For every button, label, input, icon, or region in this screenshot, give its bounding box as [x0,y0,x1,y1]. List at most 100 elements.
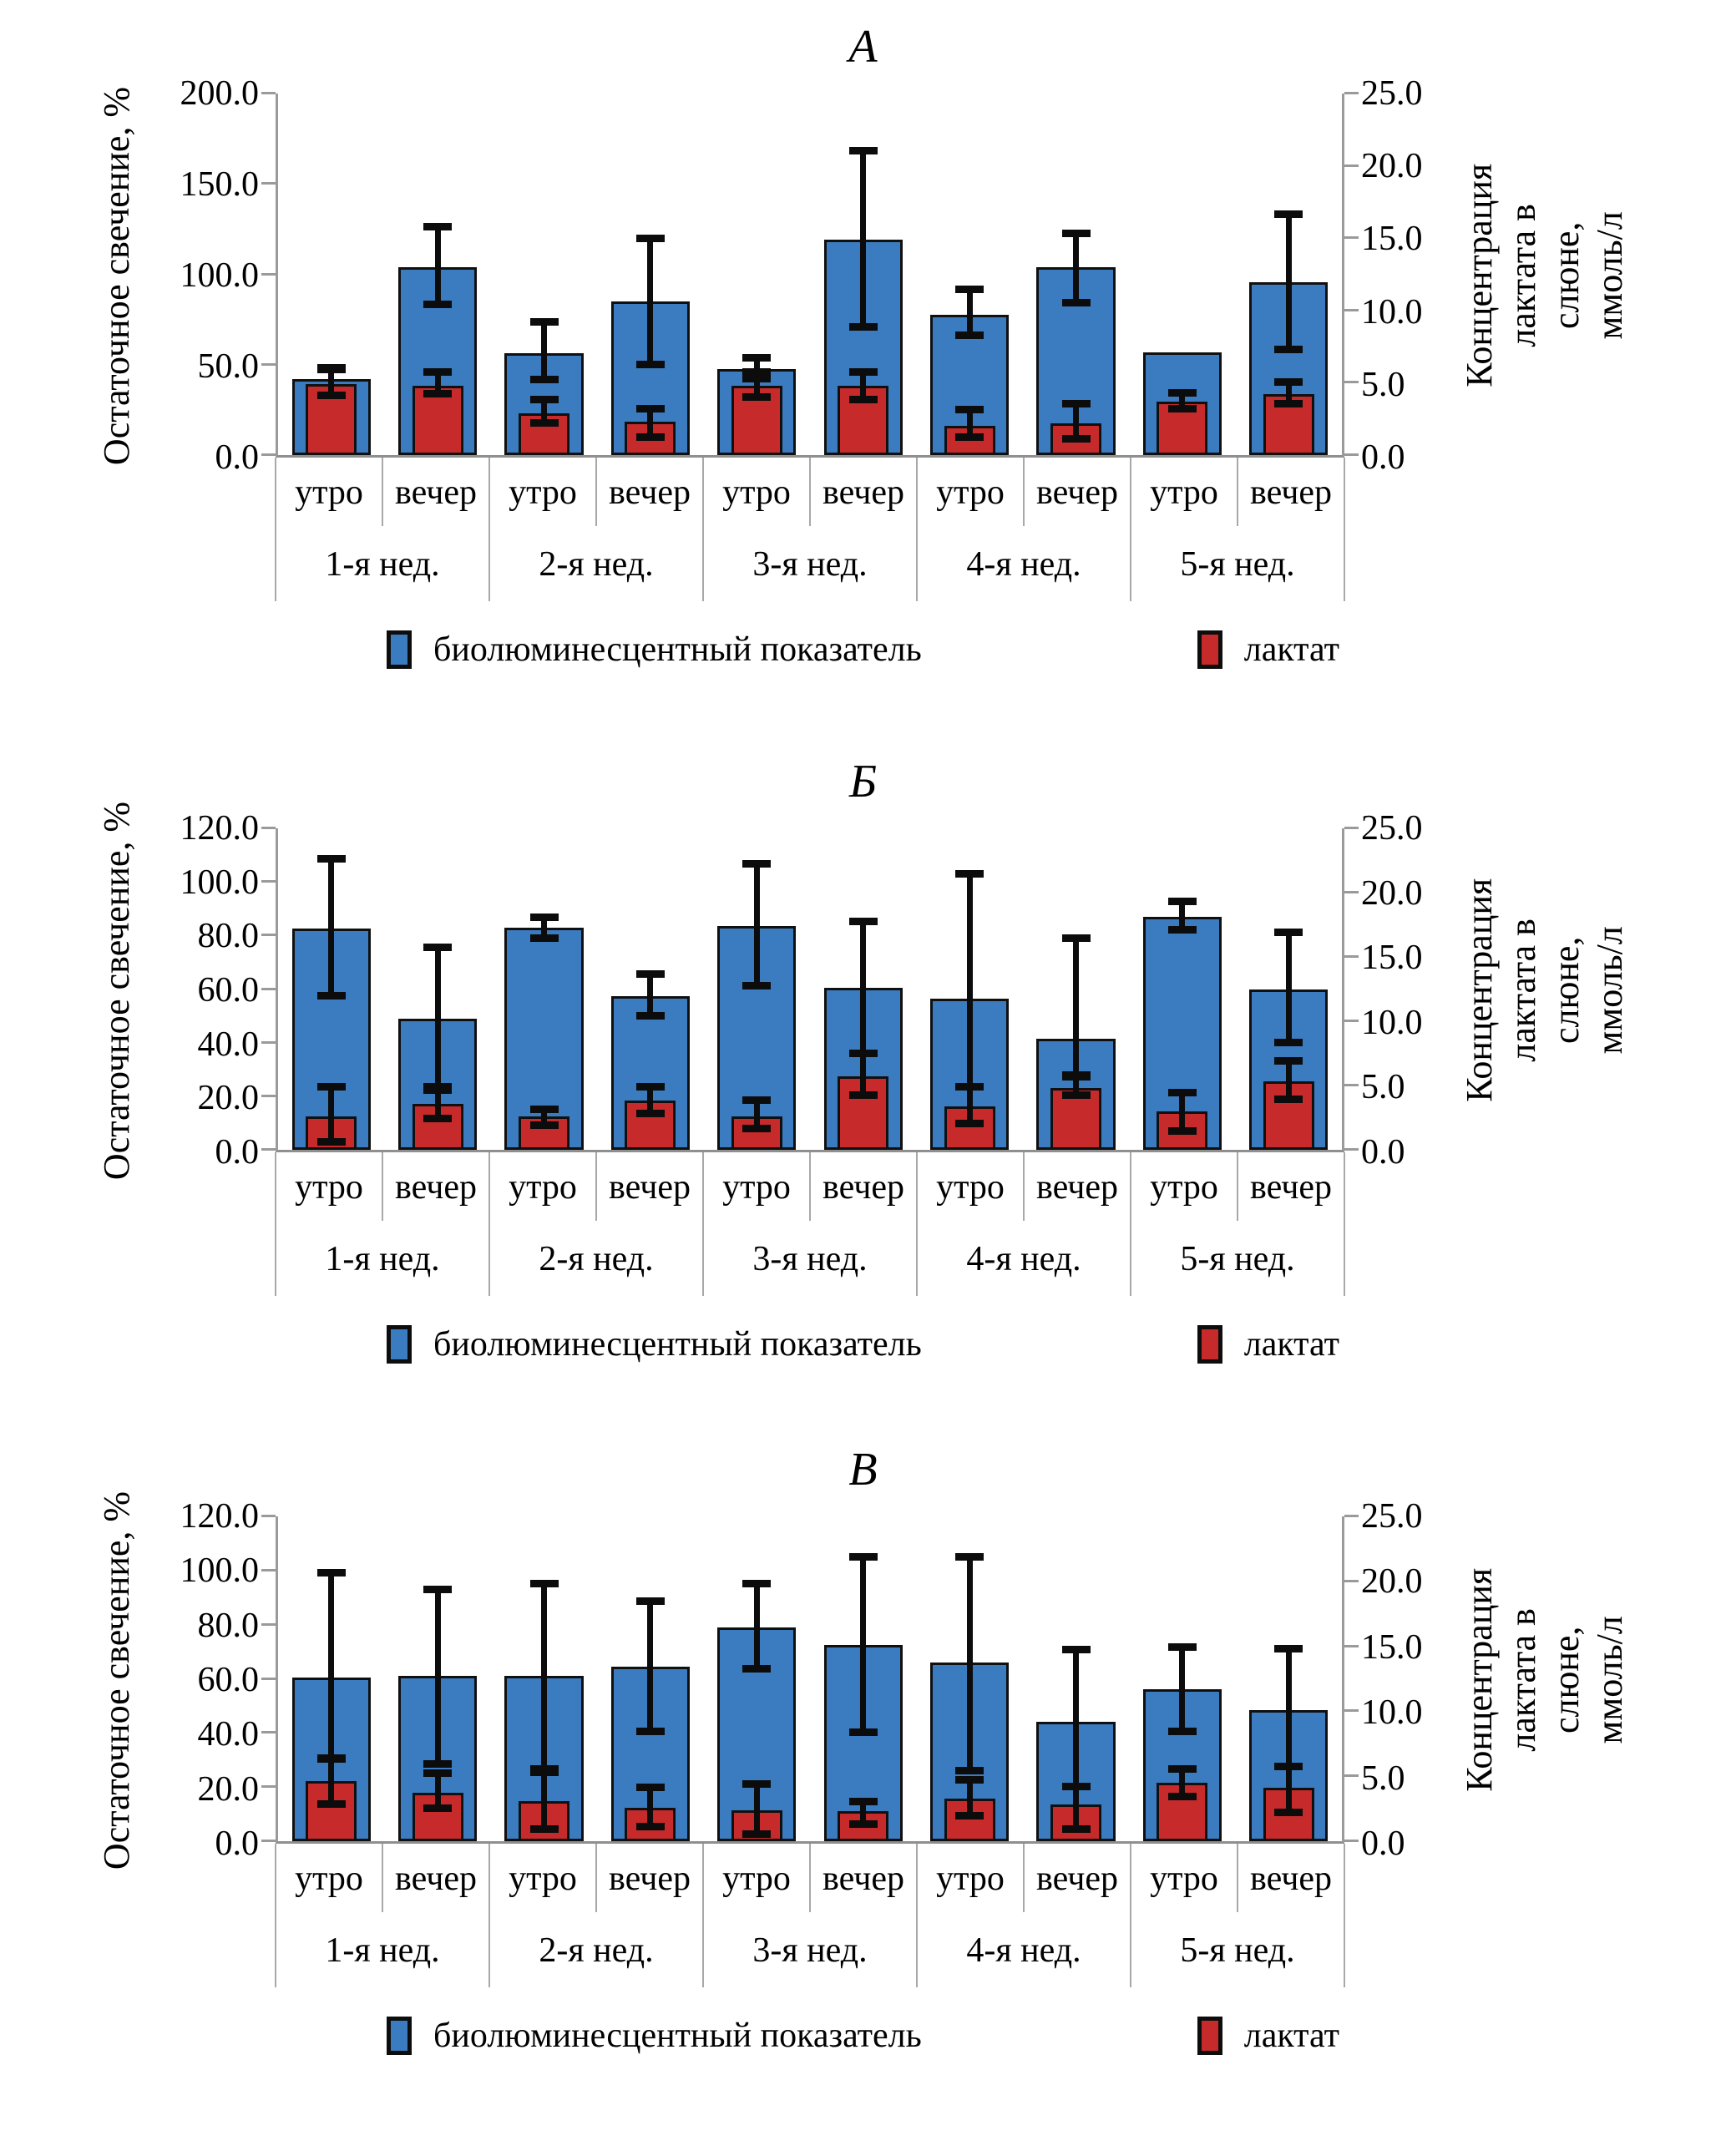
lactate-swatch-icon [1197,2017,1222,2055]
panel-body: Остаточное свечение, % 0.0 50.0 100.0 150.0 2… [0,76,1726,475]
error-bar-line [860,1556,867,1733]
error-bar-line [1179,1093,1186,1132]
error-bar-line [1073,233,1079,304]
error-bar-cap [742,982,772,990]
error-bar-line [966,873,973,1087]
week-separator-line [275,1152,276,1296]
bar-lactate [944,1106,995,1150]
week-separator-line [702,1844,704,1987]
left-axis-tick-mark [261,1148,276,1151]
y-axis-label-right: Концентрация лактата в слюне, ммоль/л [1459,1568,1630,1792]
time-separator-line [1237,458,1238,526]
error-bar-cap [848,1049,878,1057]
error-bar-cap [423,390,453,398]
error-bar-cap [1274,1038,1303,1046]
y-axis-label-right-cell: Концентрация лактата в слюне, ммоль/л [1445,1516,1645,1844]
left-axis-tick-mark [261,272,276,276]
time-label: утро [509,1168,577,1207]
right-axis-tick-label: 0.0 [1361,1825,1405,1863]
time-separator-line [595,1152,597,1221]
error-bar-cap [1167,1727,1197,1735]
time-separator-line [1023,458,1025,526]
week-separator-line [1130,458,1131,601]
error-bar-cap [635,969,665,978]
error-bar-line [753,1584,760,1670]
right-axis-tick-label: 20.0 [1361,873,1423,913]
error-bar-cap [529,1121,559,1129]
error-bar-line [1285,1060,1292,1100]
error-bar-cap [848,1728,878,1737]
time-label: утро [722,1168,791,1207]
lactate-swatch-icon [1197,630,1222,669]
error-bar-cap [635,1011,665,1020]
error-bar-line [860,922,867,1054]
week-label: 5-я нед. [1180,545,1295,584]
y-axis-label-left: Остаточное свечение, % [96,86,138,465]
week-separator-line [488,458,490,601]
error-bar-line [1179,902,1186,930]
error-bar-cap [423,368,453,377]
right-axis-tick-mark [1344,1840,1359,1842]
error-bar-cap [742,1779,772,1788]
error-bar-cap [1061,1825,1091,1833]
right-axis-tick-mark [1344,1579,1359,1582]
week-separator-line [1130,1152,1131,1296]
error-bar-cap [955,433,984,442]
error-bar-line [541,1584,547,1770]
bioluminescent-swatch-icon [387,2017,413,2055]
error-bar-line [966,1556,973,1771]
error-bar-line [434,947,441,1091]
left-axis-tick-mark [261,987,276,990]
error-bar-line [1073,1786,1079,1830]
error-bar-line [647,1788,654,1827]
plot-area [261,827,1359,1152]
error-bar-line [1073,1650,1079,1788]
time-label: вечер [1036,473,1118,512]
error-bar-cap [635,1597,665,1606]
right-axis-tick-mark [1344,1148,1359,1151]
error-bar-cap [955,1120,984,1128]
right-axis-tick-label: 25.0 [1361,74,1423,113]
time-separator-line [595,458,597,526]
error-bar-cap [1061,1091,1091,1100]
time-label: вечер [1250,1860,1332,1898]
legend-item-lactate: лактат [1197,1324,1339,1364]
error-bar-line [1073,404,1079,439]
week-separator-line [275,1844,276,1987]
error-bar-cap [423,1115,453,1123]
y-axis-label-right: Концентрация лактата в слюне, ммоль/л [1459,164,1630,387]
three-panel-bar-figure: А Остаточное свечение, % 0.0 50.0 100.0 150.0… [0,22,1726,2056]
time-label: утро [1150,1168,1218,1207]
error-bar-cap [316,1569,346,1577]
error-bar-cap [1167,1765,1197,1774]
week-separator-line [1344,1152,1345,1296]
right-axis-ticks: 0.0 5.0 10.0 15.0 20.0 25.0 [1344,1499,1445,1861]
error-bar-cap [742,1665,772,1673]
error-bar-cap [742,1125,772,1133]
error-bar-cap [635,235,665,243]
bar-lactate [306,384,357,455]
y-axis-label-left-cell: Остаточное свечение, % [75,801,159,1179]
time-separator-line [1023,1844,1025,1912]
left-axis-tick-mark [261,1094,276,1097]
right-axis-tick-label: 15.0 [1361,220,1423,259]
left-axis-tick-mark [261,1677,276,1680]
legend-label-lactate: лактат [1243,2017,1339,2055]
left-axis-tick-mark [261,1785,276,1789]
time-label: утро [936,473,1005,512]
panel-title: Б [848,756,878,807]
error-bar-cap [848,396,878,404]
time-separator-line [382,1844,383,1912]
time-label: вечер [1250,473,1332,512]
left-axis-tick-mark [261,182,276,185]
time-label: утро [936,1168,1005,1207]
time-label: вечер [823,1168,904,1207]
legend-item-bioluminescent: биолюминесцентный показатель [387,2016,922,2056]
error-bar-cap [529,396,559,404]
error-bar-cap [1274,400,1303,408]
error-bar-line [966,410,973,438]
error-bar-line [860,1802,867,1825]
error-bar-line [1285,1648,1292,1767]
x-axis-label-table: утро вечер утро вечер утро вечер утро вечер утро… [275,458,1345,601]
right-axis-tick-label: 15.0 [1361,1627,1423,1667]
